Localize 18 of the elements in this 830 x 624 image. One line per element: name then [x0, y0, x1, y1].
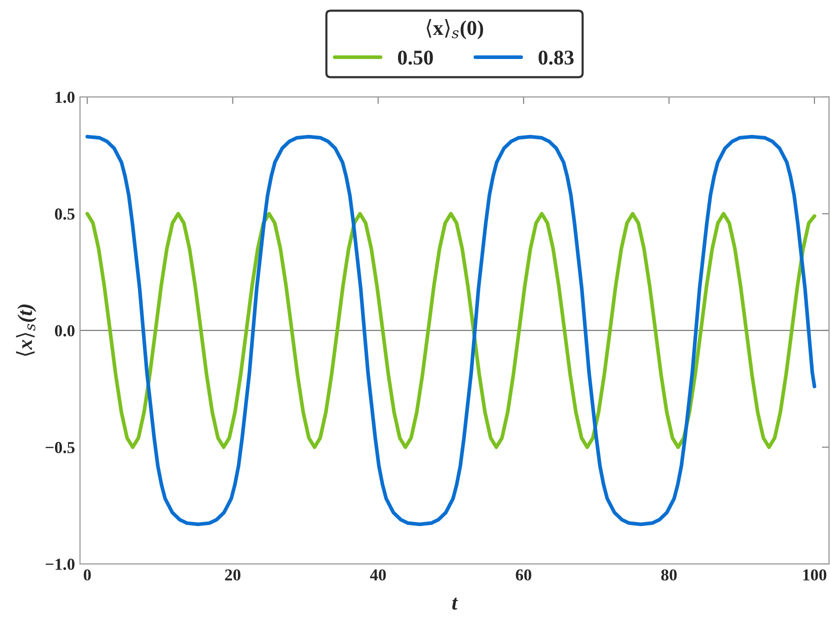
y-tick-label: 0.5 — [54, 208, 75, 220]
x-tick-label: 0 — [84, 569, 91, 581]
y-axis-title: ⟨x⟩$_{s}$(t) — [16, 304, 36, 356]
x-tick-label: 100 — [803, 569, 826, 581]
x-tick-label: 40 — [370, 569, 386, 581]
line-series — [85, 134, 816, 526]
legend-label: 0.83 — [538, 50, 574, 65]
x-tick-label: 80 — [661, 569, 677, 581]
y-tick-label: −1.0 — [46, 558, 75, 570]
x-axis-title: t — [452, 598, 458, 610]
y-tick-label: 1.0 — [56, 92, 75, 103]
line-series — [85, 212, 816, 450]
y-tick-label: −0.5 — [46, 442, 75, 454]
legend-label: 0.50 — [398, 50, 433, 65]
x-tick-label: 60 — [516, 569, 532, 581]
x-tick-label: 20 — [225, 569, 240, 581]
y-tick-label: 0.0 — [54, 325, 75, 336]
legend-title: ⟨x⟩$_{s}$(0) — [426, 19, 484, 40]
